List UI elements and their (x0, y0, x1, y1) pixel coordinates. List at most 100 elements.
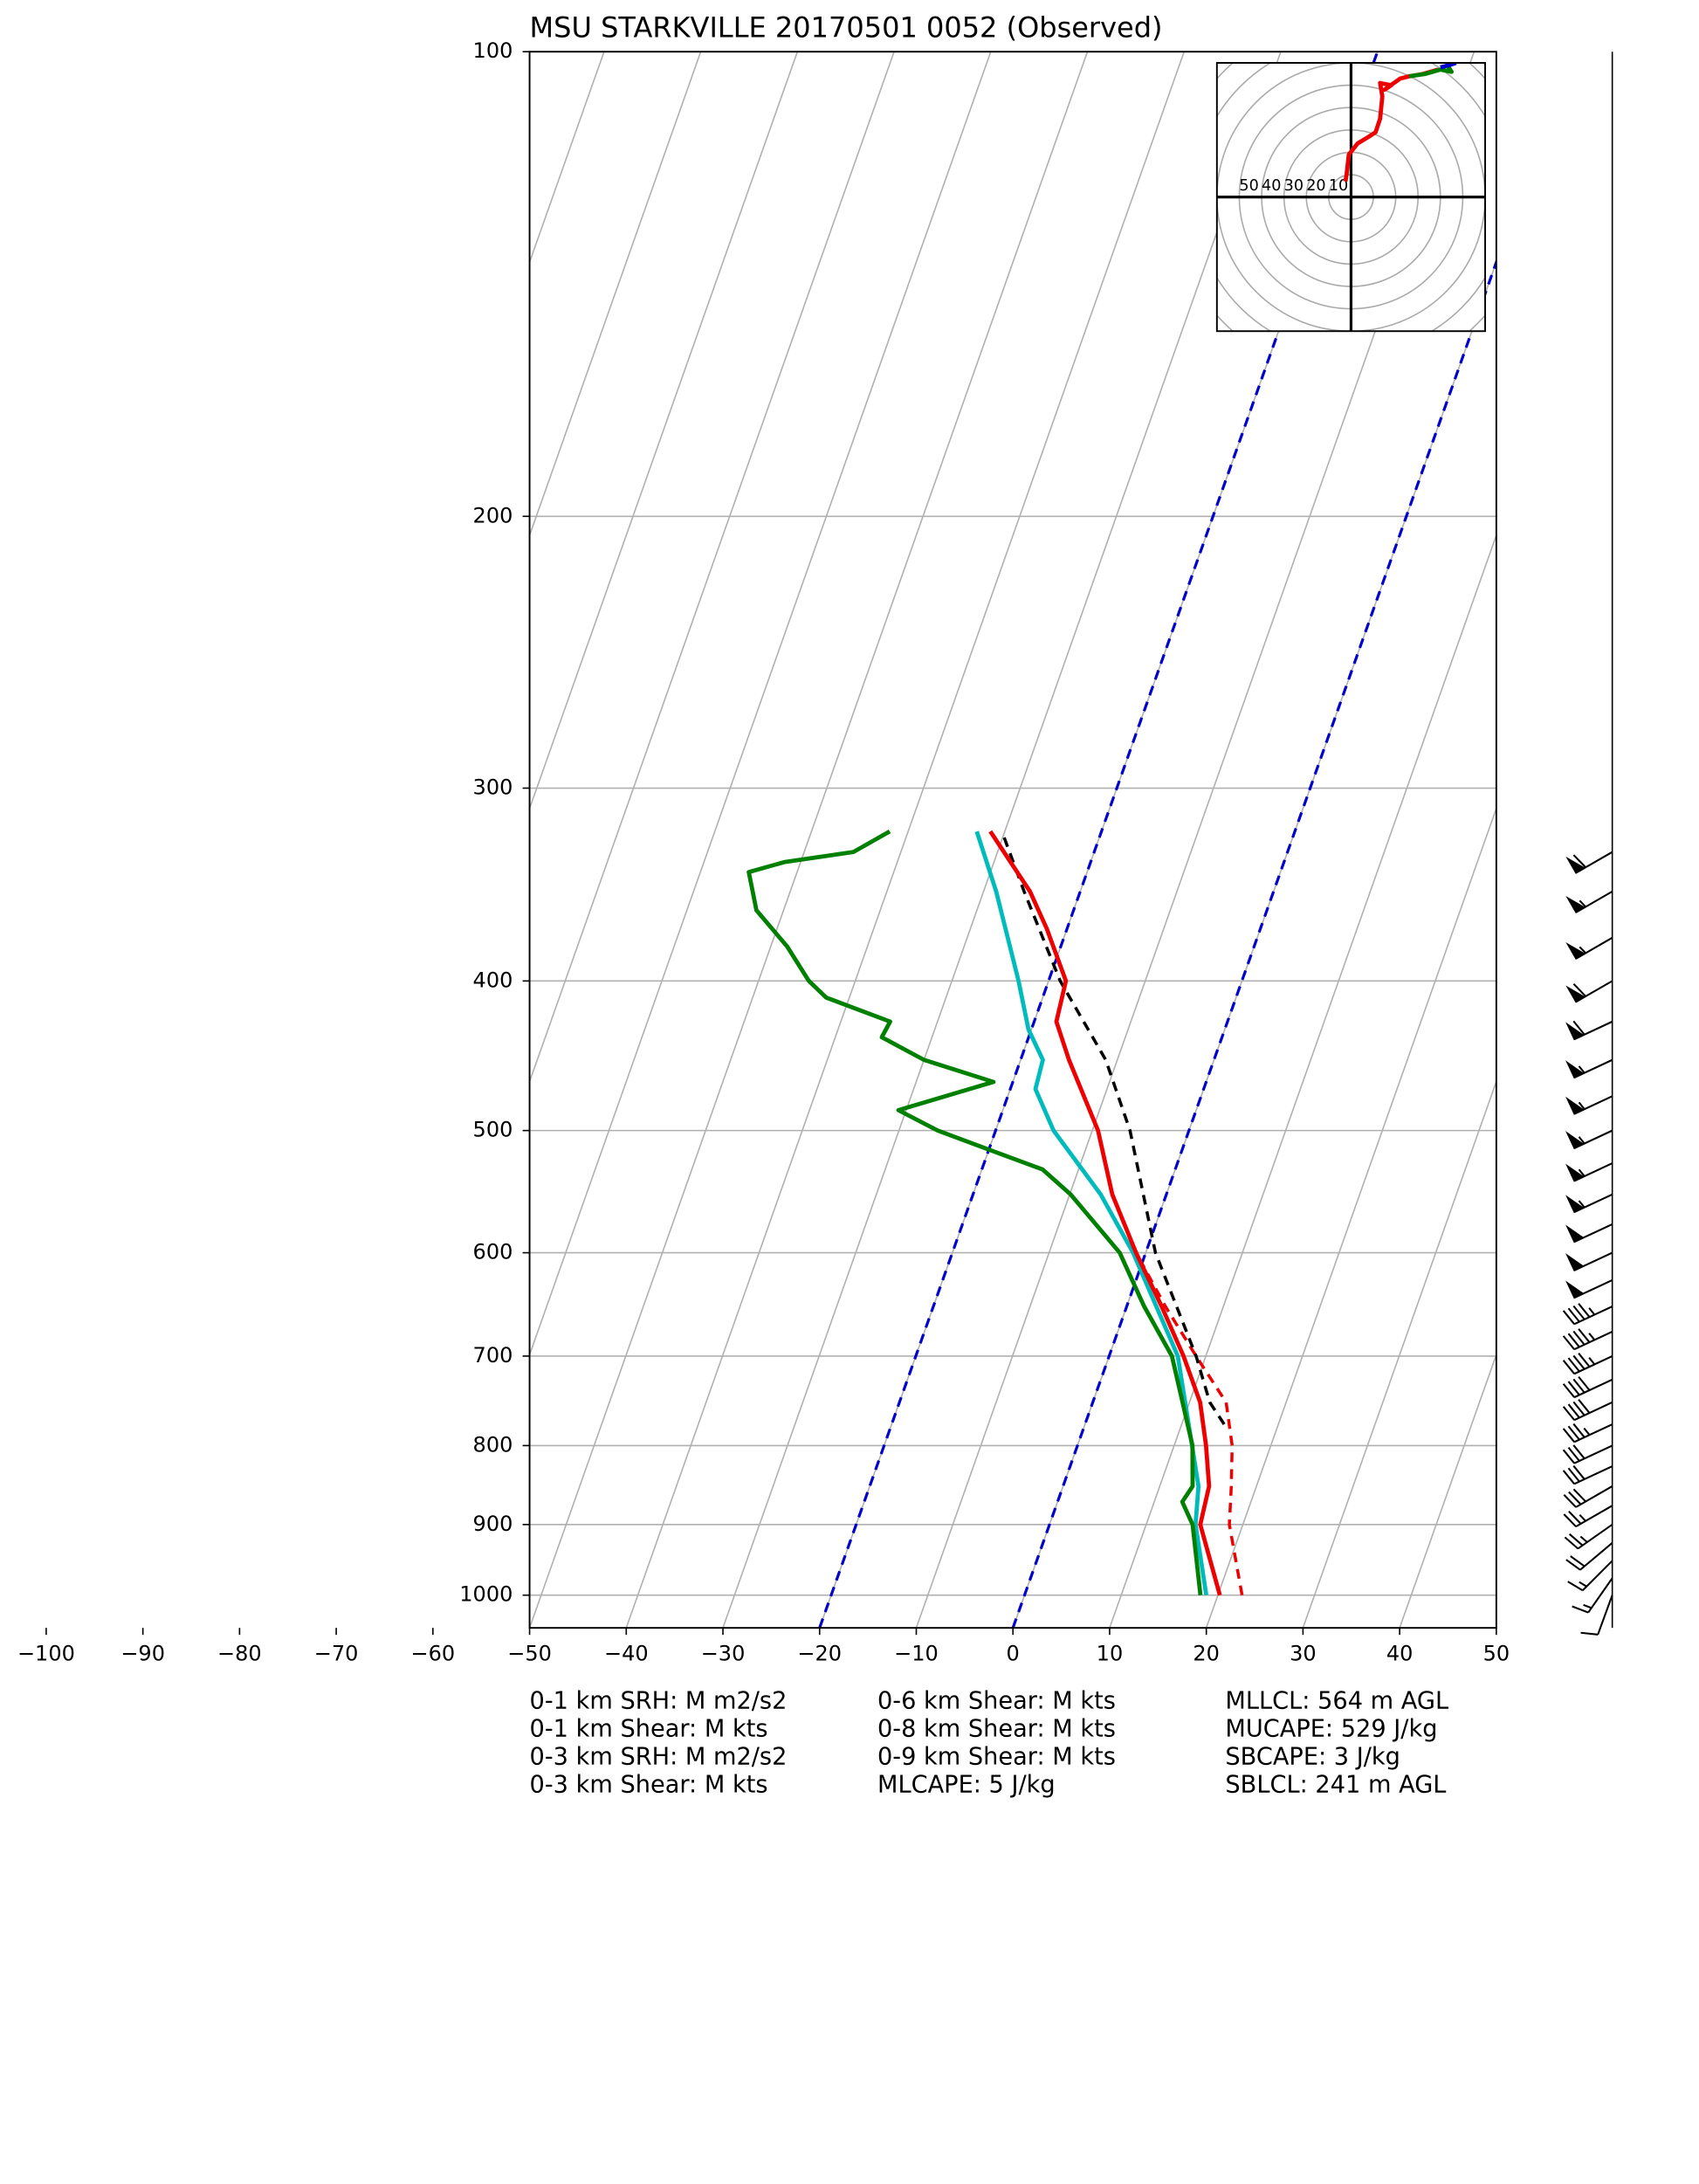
wind-barb (1565, 1095, 1613, 1115)
wind-barb (1567, 1560, 1613, 1592)
hodograph-trace (1343, 67, 1439, 183)
barb-staff (1562, 1328, 1613, 1351)
isotherm (529, 52, 1089, 1629)
wind-barb (1562, 1353, 1613, 1375)
x-tick-label: −100 (17, 1642, 75, 1666)
stat-text: 0-3 km SRH: M m2/s2 (530, 1743, 788, 1770)
barb-staff (1565, 1542, 1613, 1571)
y-tick-label: 200 (473, 503, 513, 527)
barb-staff (1562, 1303, 1613, 1326)
x-tick-label: −10 (894, 1642, 939, 1666)
profile-line (974, 830, 1209, 1596)
x-tick-label: −30 (701, 1642, 746, 1666)
profile-line (988, 830, 1222, 1596)
barb-staff (1562, 1444, 1613, 1464)
wind-barb (1565, 1129, 1613, 1149)
wind-barb (1562, 1328, 1613, 1351)
wind-barb (1563, 1485, 1613, 1508)
barb-staff (1563, 1485, 1613, 1508)
y-tick-label: 100 (473, 38, 513, 63)
chart-title: MSU STARKVILLE 20170501 0052 (Observed) (530, 11, 1163, 45)
isotherm (1399, 1352, 1496, 1629)
barb-flag (1565, 1280, 1585, 1299)
isotherm (529, 52, 895, 1084)
barb-staff (1562, 1353, 1613, 1375)
x-tick-label: 10 (1097, 1642, 1124, 1666)
y-tick-label: 800 (473, 1432, 513, 1457)
isotherm (722, 52, 1282, 1629)
y-tick-label: 600 (473, 1240, 513, 1264)
wind-barb (1565, 1162, 1613, 1182)
hodograph-ring-label: 20 (1306, 177, 1325, 195)
wind-barb (1580, 1595, 1613, 1636)
barb-staff (1580, 1595, 1613, 1636)
barb-staff (1564, 1523, 1613, 1550)
wind-barb (1563, 1505, 1613, 1528)
stat-text: MLCAPE: 5 J/kg (877, 1771, 1056, 1798)
y-tick-label: 900 (473, 1512, 513, 1536)
stat-text: 0-9 km Shear: M kts (877, 1743, 1116, 1770)
x-tick-label: 50 (1483, 1642, 1510, 1666)
wind-barb (1565, 980, 1613, 1003)
barb-flag (1565, 1163, 1585, 1182)
hodograph: 50 40 30 20 10 (1216, 63, 1486, 332)
barb-flag (1565, 1131, 1585, 1149)
wind-barb (1562, 1399, 1613, 1422)
wind-barb (1565, 890, 1613, 913)
x-tick-label: −70 (314, 1642, 359, 1666)
stat-text: SBLCL: 241 m AGL (1225, 1771, 1446, 1798)
barb-staff (1562, 1399, 1613, 1422)
hodograph-ring-label: 50 (1239, 177, 1258, 195)
y-tick-label: 400 (473, 968, 513, 992)
axes-frame (528, 51, 1497, 1629)
stat-text: 0-3 km Shear: M kts (530, 1771, 768, 1798)
x-tick-label: 20 (1193, 1642, 1220, 1666)
barb-staff (1562, 1375, 1613, 1399)
barb-flag (1565, 1060, 1585, 1079)
barb-staff (1572, 1577, 1613, 1614)
hodograph-ring-label: 30 (1284, 177, 1303, 195)
stat-text: SBCAPE: 3 J/kg (1225, 1743, 1400, 1770)
wind-barb (1565, 936, 1613, 960)
wind-barb (1565, 1193, 1613, 1214)
stat-text: 0-1 km SRH: M m2/s2 (530, 1687, 788, 1714)
barb-flag (1565, 985, 1586, 1003)
barb-staff (1562, 1464, 1613, 1485)
profile-line (746, 829, 1203, 1595)
barb-flag (1565, 1022, 1585, 1041)
profile-line (1000, 830, 1226, 1425)
barb-flag (1565, 1224, 1585, 1244)
y-tick-label: 700 (473, 1343, 513, 1368)
wind-barb (1565, 1278, 1613, 1299)
isotherm (1302, 1079, 1496, 1629)
wind-barb (1565, 1251, 1613, 1271)
hodograph-ring-label: 10 (1329, 177, 1348, 195)
barb-staff (1562, 1423, 1613, 1443)
wind-barb (1565, 1223, 1613, 1244)
isotherm (529, 52, 992, 1357)
wind-barb (1564, 1523, 1613, 1550)
plot-area (529, 52, 1496, 1629)
x-tick-label: 0 (1007, 1642, 1020, 1666)
barb-flag (1565, 1195, 1585, 1214)
stat-text: MUCAPE: 529 J/kg (1225, 1715, 1437, 1742)
hodograph-trace (1408, 64, 1455, 79)
isotherm (1205, 806, 1496, 1629)
barb-flag (1565, 896, 1586, 913)
y-tick-label: 500 (473, 1118, 513, 1142)
y-tick-label: 300 (473, 775, 513, 800)
x-tick-label: 30 (1290, 1642, 1317, 1666)
isotherm (625, 52, 1186, 1629)
wind-barb (1562, 1303, 1613, 1326)
wind-barb (1562, 1464, 1613, 1485)
barb-staff (1563, 1505, 1613, 1528)
wind-barb (1565, 1542, 1613, 1571)
wind-barb (1565, 1058, 1613, 1079)
profile-line (1134, 1251, 1244, 1596)
hodograph-frame (1215, 62, 1487, 333)
stat-text: 0-1 km Shear: M kts (530, 1715, 768, 1742)
stat-text: 0-8 km Shear: M kts (877, 1715, 1116, 1742)
